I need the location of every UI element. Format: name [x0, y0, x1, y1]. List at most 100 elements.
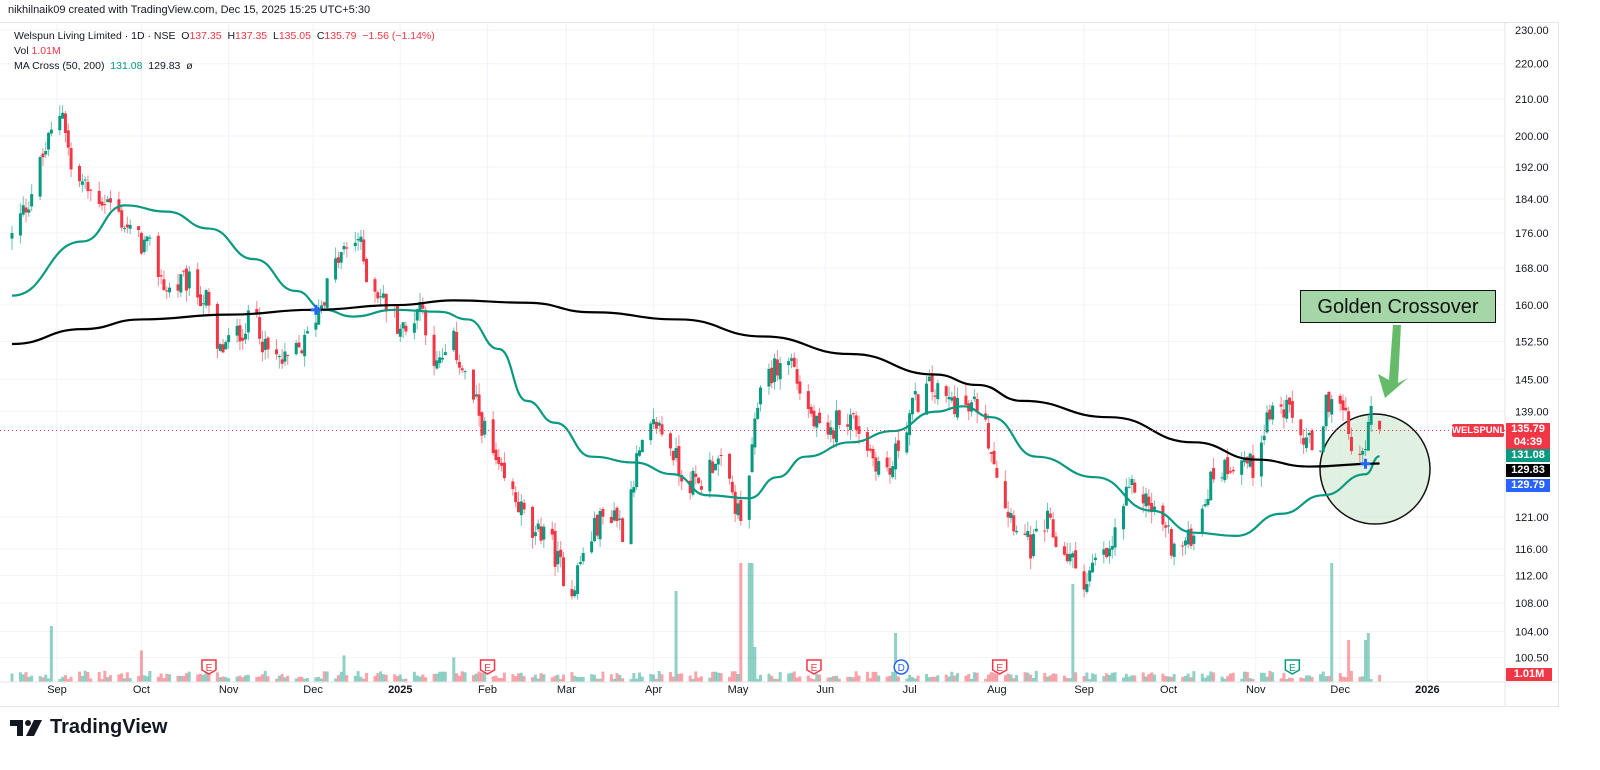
volume-bar	[1147, 674, 1151, 682]
volume-bar	[556, 674, 560, 682]
volume-bar	[263, 670, 267, 682]
candle-body	[759, 387, 762, 405]
candle	[58, 105, 62, 136]
candle	[1203, 499, 1207, 508]
candle	[201, 295, 205, 315]
candle	[1147, 488, 1151, 513]
earnings-marker[interactable]: E	[201, 659, 217, 675]
candle-body	[550, 528, 554, 535]
candle	[1288, 396, 1292, 413]
ma-cross-label[interactable]: MA Cross (50, 200)	[14, 60, 105, 72]
volume-bar	[770, 675, 774, 682]
volume-bar	[989, 672, 993, 682]
candle-body	[806, 391, 810, 410]
volume-bar	[1321, 671, 1325, 682]
candle-body	[1023, 533, 1027, 535]
candle-body	[621, 518, 625, 542]
volume-bar	[1186, 673, 1190, 682]
volume-bar	[1203, 677, 1207, 682]
volume-bar	[168, 674, 172, 682]
candle	[1048, 507, 1052, 520]
volume-bar	[857, 675, 861, 682]
candle-body	[238, 325, 242, 342]
candle-body	[159, 275, 163, 277]
volume-bar	[576, 677, 580, 682]
candle-body	[1240, 460, 1244, 475]
candle	[1290, 390, 1294, 424]
candle	[950, 391, 954, 404]
candle-body	[207, 291, 211, 306]
candle-body	[494, 449, 498, 461]
volume-bar	[697, 677, 701, 682]
volume-bar	[305, 678, 309, 682]
volume-bar	[953, 675, 957, 682]
candle-body	[500, 462, 504, 466]
volume-bar	[984, 678, 988, 682]
ma-settings-icon[interactable]: ø	[186, 60, 193, 72]
crossover-highlight-circle	[1319, 413, 1431, 525]
candle-body	[691, 470, 695, 495]
candle-body	[660, 424, 664, 435]
candle	[556, 541, 560, 573]
candle-body	[168, 287, 172, 293]
candle	[1231, 466, 1235, 475]
candle-body	[412, 323, 416, 333]
candle	[1304, 427, 1308, 453]
candle	[733, 484, 737, 522]
candle	[1122, 503, 1126, 540]
candle	[283, 342, 287, 366]
price-tick-label: 220.00	[1515, 59, 1549, 71]
candle	[1088, 566, 1092, 587]
candle	[1212, 458, 1216, 483]
candle-body	[1043, 530, 1047, 532]
candle-body	[1262, 435, 1266, 441]
volume-bar	[930, 676, 934, 682]
candle-body	[829, 427, 833, 435]
dividend-marker[interactable]: D	[893, 659, 909, 675]
volume-bar	[480, 672, 484, 682]
earnings-marker[interactable]: E	[479, 659, 496, 675]
volume-bar	[10, 673, 14, 682]
candle-body	[632, 487, 636, 493]
candle	[1378, 420, 1382, 434]
earnings-marker[interactable]: E	[1284, 659, 1301, 675]
volume-bar	[244, 675, 248, 682]
candle-body	[384, 293, 388, 312]
candle-body	[1009, 512, 1013, 519]
volume-bar	[671, 676, 675, 682]
candle	[944, 384, 948, 403]
golden-crossover-annotation[interactable]: Golden Crossover	[1300, 290, 1496, 323]
event-label: D	[898, 663, 905, 674]
last-price: 135.79	[1511, 423, 1545, 435]
candle	[553, 522, 557, 576]
tradingview-logo[interactable]: TradingView	[10, 716, 167, 739]
candle	[916, 393, 920, 414]
candle-body	[266, 337, 270, 350]
volume-bar	[83, 670, 87, 682]
earnings-marker[interactable]: E	[991, 659, 1008, 675]
candle	[1043, 519, 1047, 542]
candle	[913, 382, 917, 401]
volume-bar	[595, 678, 599, 682]
candle	[303, 329, 307, 367]
ma-slow-tag: 129.83	[1506, 464, 1550, 477]
candle-body	[80, 181, 84, 185]
candle-body	[379, 296, 383, 298]
candle-body	[401, 322, 405, 329]
volume-bar	[246, 674, 250, 682]
volume-bar	[730, 671, 734, 682]
symbol-name[interactable]: Welspun Living Limited · 1D · NSE	[14, 30, 176, 42]
earnings-marker[interactable]: E	[806, 659, 822, 675]
volume-bar	[635, 678, 639, 682]
volume-bar	[120, 673, 124, 682]
volume-bar	[609, 674, 613, 682]
candle	[21, 196, 25, 217]
candle	[460, 365, 464, 374]
candle	[424, 306, 428, 346]
volume-bar	[145, 676, 149, 682]
volume-bar	[955, 673, 959, 682]
volume-bar	[137, 675, 141, 682]
candle	[1015, 525, 1019, 535]
candle-body	[1141, 494, 1145, 504]
